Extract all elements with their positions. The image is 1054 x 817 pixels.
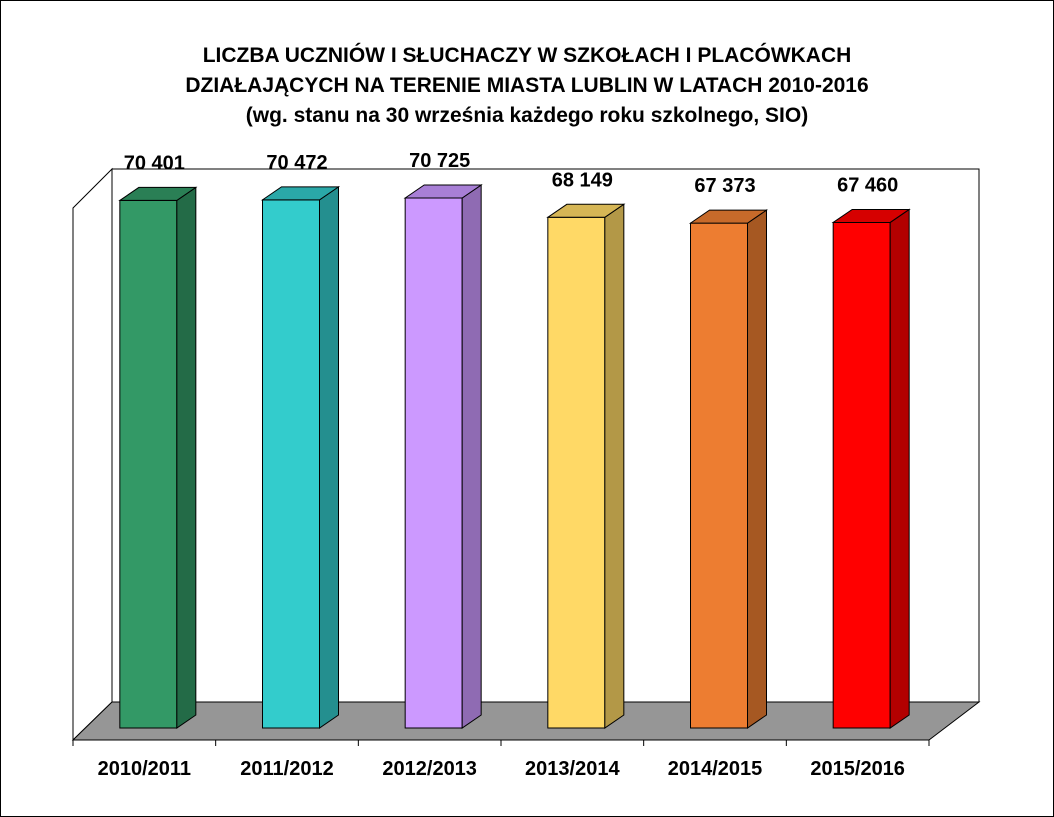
bar-side xyxy=(604,203,625,729)
bar-top xyxy=(546,203,626,218)
bar-top xyxy=(118,186,198,201)
chart-title-line-1: LICZBA UCZNIÓW I SŁUCHACZY W SZKOŁACH I … xyxy=(202,44,852,67)
bar-2014/2015 xyxy=(688,209,769,729)
x-tick-label: 2015/2016 xyxy=(810,758,905,780)
bar-front xyxy=(547,216,606,729)
bar-2015/2016 xyxy=(831,208,911,729)
bar-side xyxy=(176,186,197,729)
x-tick-label: 2011/2012 xyxy=(240,758,333,780)
bar-side xyxy=(461,184,482,729)
chart-left-wall xyxy=(72,167,113,742)
x-tick-label: 2012/2013 xyxy=(382,758,477,780)
x-tick-label: 2014/2015 xyxy=(668,758,763,780)
data-label: 70 401 xyxy=(124,152,185,174)
bar-top xyxy=(260,186,341,201)
bar-top xyxy=(831,208,911,223)
bar-2010/2011 xyxy=(118,186,198,729)
chart-title-line-3: (wg. stanu na 30 września każdego roku s… xyxy=(245,104,809,127)
bar-side xyxy=(319,185,339,729)
data-label: 67 460 xyxy=(837,174,898,196)
bar-front xyxy=(262,199,320,729)
x-tick-label: 2010/2011 xyxy=(98,758,191,780)
data-label: 68 149 xyxy=(552,169,613,191)
data-label: 70 725 xyxy=(409,150,470,172)
bar-side xyxy=(747,209,767,729)
chart-title-line-2: DZIAŁAJĄCYCH NA TERENIE MIASTA LUBLIN W … xyxy=(185,74,869,97)
bar-top xyxy=(688,209,769,224)
bar-side xyxy=(889,208,910,729)
bar-front xyxy=(119,199,178,729)
bar-2012/2013 xyxy=(403,184,483,729)
bar-2013/2014 xyxy=(546,203,626,729)
bar-top xyxy=(403,184,483,199)
x-tick-label: 2013/2014 xyxy=(525,758,620,780)
bar-2011/2012 xyxy=(260,185,341,729)
bar-front xyxy=(690,222,748,729)
data-label: 70 472 xyxy=(266,152,327,174)
bar-front xyxy=(404,197,463,729)
bar-front xyxy=(832,221,891,729)
data-label: 67 373 xyxy=(694,175,755,197)
